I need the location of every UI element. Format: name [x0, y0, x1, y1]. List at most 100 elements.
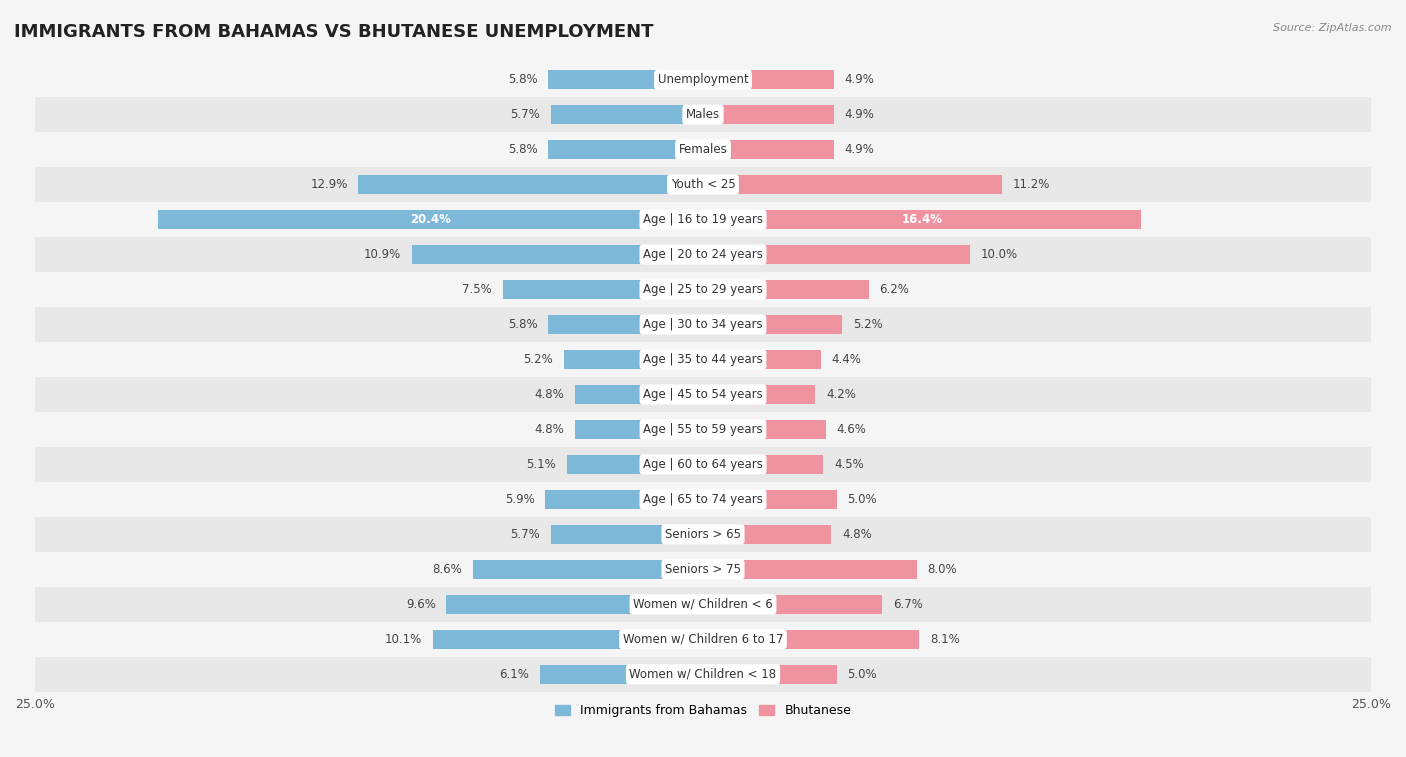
Text: 5.0%: 5.0%: [848, 668, 877, 681]
Bar: [567, 455, 703, 474]
Bar: [703, 525, 831, 544]
Bar: [35, 517, 1371, 552]
Bar: [35, 202, 1371, 237]
Bar: [35, 657, 1371, 692]
Text: Women w/ Children < 6: Women w/ Children < 6: [633, 598, 773, 611]
Bar: [35, 377, 1371, 412]
Bar: [703, 385, 815, 404]
Text: Unemployment: Unemployment: [658, 73, 748, 86]
Text: Age | 16 to 19 years: Age | 16 to 19 years: [643, 213, 763, 226]
Text: 5.7%: 5.7%: [510, 108, 540, 121]
Bar: [551, 105, 703, 124]
Text: 4.8%: 4.8%: [534, 423, 564, 436]
Text: 10.9%: 10.9%: [364, 248, 401, 261]
Text: Age | 30 to 34 years: Age | 30 to 34 years: [643, 318, 763, 331]
Bar: [703, 490, 837, 509]
Text: 8.0%: 8.0%: [928, 562, 957, 576]
Bar: [35, 237, 1371, 272]
Bar: [502, 280, 703, 299]
Bar: [575, 385, 703, 404]
Bar: [412, 245, 703, 264]
Bar: [35, 307, 1371, 342]
Bar: [35, 62, 1371, 97]
Text: 4.8%: 4.8%: [842, 528, 872, 540]
Bar: [35, 272, 1371, 307]
Text: 11.2%: 11.2%: [1012, 178, 1050, 191]
Text: Source: ZipAtlas.com: Source: ZipAtlas.com: [1274, 23, 1392, 33]
Bar: [575, 420, 703, 439]
Bar: [35, 587, 1371, 621]
Bar: [35, 447, 1371, 482]
Text: 5.7%: 5.7%: [510, 528, 540, 540]
Bar: [703, 350, 821, 369]
Bar: [703, 595, 882, 614]
Bar: [703, 420, 825, 439]
Text: Age | 35 to 44 years: Age | 35 to 44 years: [643, 353, 763, 366]
Text: Age | 65 to 74 years: Age | 65 to 74 years: [643, 493, 763, 506]
Text: 4.8%: 4.8%: [534, 388, 564, 401]
Bar: [703, 559, 917, 579]
Text: Seniors > 75: Seniors > 75: [665, 562, 741, 576]
Text: Age | 55 to 59 years: Age | 55 to 59 years: [643, 423, 763, 436]
Text: 4.4%: 4.4%: [831, 353, 860, 366]
Text: 5.9%: 5.9%: [505, 493, 534, 506]
Text: 5.8%: 5.8%: [508, 318, 537, 331]
Text: 4.9%: 4.9%: [845, 108, 875, 121]
Bar: [474, 559, 703, 579]
Bar: [703, 245, 970, 264]
Bar: [447, 595, 703, 614]
Bar: [703, 70, 834, 89]
Text: IMMIGRANTS FROM BAHAMAS VS BHUTANESE UNEMPLOYMENT: IMMIGRANTS FROM BAHAMAS VS BHUTANESE UNE…: [14, 23, 654, 41]
Text: Females: Females: [679, 143, 727, 156]
Bar: [35, 412, 1371, 447]
Text: 5.1%: 5.1%: [526, 458, 555, 471]
Text: Males: Males: [686, 108, 720, 121]
Text: 4.9%: 4.9%: [845, 73, 875, 86]
Bar: [703, 210, 1142, 229]
Text: Youth < 25: Youth < 25: [671, 178, 735, 191]
Text: 10.0%: 10.0%: [981, 248, 1018, 261]
Text: 12.9%: 12.9%: [311, 178, 347, 191]
Bar: [703, 280, 869, 299]
Bar: [35, 621, 1371, 657]
Text: Women w/ Children < 18: Women w/ Children < 18: [630, 668, 776, 681]
Bar: [35, 482, 1371, 517]
Text: 5.0%: 5.0%: [848, 493, 877, 506]
Bar: [548, 315, 703, 334]
Bar: [703, 175, 1002, 195]
Text: 20.4%: 20.4%: [411, 213, 451, 226]
Bar: [703, 140, 834, 159]
Bar: [703, 105, 834, 124]
Text: 7.5%: 7.5%: [463, 283, 492, 296]
Bar: [35, 132, 1371, 167]
Text: Age | 45 to 54 years: Age | 45 to 54 years: [643, 388, 763, 401]
Bar: [540, 665, 703, 684]
Bar: [35, 342, 1371, 377]
Text: 4.5%: 4.5%: [834, 458, 863, 471]
Bar: [703, 665, 837, 684]
Text: 6.2%: 6.2%: [879, 283, 910, 296]
Text: Age | 20 to 24 years: Age | 20 to 24 years: [643, 248, 763, 261]
Bar: [703, 455, 824, 474]
Text: 4.2%: 4.2%: [825, 388, 856, 401]
Bar: [551, 525, 703, 544]
Text: 9.6%: 9.6%: [406, 598, 436, 611]
Text: Seniors > 65: Seniors > 65: [665, 528, 741, 540]
Text: Women w/ Children 6 to 17: Women w/ Children 6 to 17: [623, 633, 783, 646]
Bar: [35, 167, 1371, 202]
Bar: [433, 630, 703, 649]
Text: 10.1%: 10.1%: [385, 633, 422, 646]
Text: 4.6%: 4.6%: [837, 423, 866, 436]
Bar: [546, 490, 703, 509]
Bar: [359, 175, 703, 195]
Bar: [157, 210, 703, 229]
Text: 8.6%: 8.6%: [433, 562, 463, 576]
Text: Age | 25 to 29 years: Age | 25 to 29 years: [643, 283, 763, 296]
Text: 8.1%: 8.1%: [931, 633, 960, 646]
Text: 5.8%: 5.8%: [508, 73, 537, 86]
Legend: Immigrants from Bahamas, Bhutanese: Immigrants from Bahamas, Bhutanese: [550, 699, 856, 722]
Bar: [548, 70, 703, 89]
Bar: [548, 140, 703, 159]
Text: 5.2%: 5.2%: [852, 318, 883, 331]
Text: 4.9%: 4.9%: [845, 143, 875, 156]
